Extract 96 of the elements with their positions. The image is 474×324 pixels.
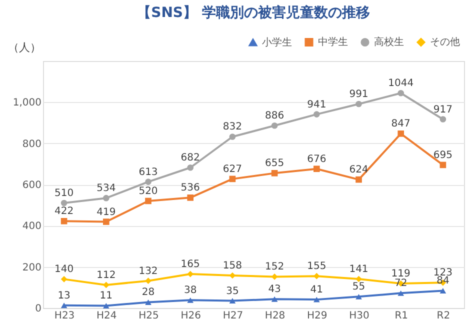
- data-label: 112: [96, 270, 116, 281]
- data-label: 1044: [388, 78, 414, 90]
- x-tick-label: H27: [222, 310, 244, 322]
- point: [313, 166, 320, 172]
- point: [102, 302, 110, 308]
- x-tick-label: R2: [436, 310, 450, 322]
- point: [398, 90, 404, 96]
- point: [145, 300, 152, 305]
- point: [187, 297, 194, 303]
- y-tick-label: 0: [35, 304, 42, 314]
- point: [440, 162, 446, 168]
- y-tick-label: 400: [22, 221, 42, 232]
- point: [229, 134, 236, 140]
- point: [102, 194, 110, 202]
- data-label: 886: [265, 110, 284, 122]
- data-label: 695: [433, 150, 452, 161]
- point: [229, 298, 236, 304]
- data-label: 613: [138, 166, 158, 178]
- point: [187, 164, 194, 171]
- data-label: 43: [268, 284, 281, 296]
- point: [271, 122, 278, 129]
- legend-label: その他: [430, 36, 460, 48]
- point: [356, 276, 362, 282]
- data-label: 158: [222, 260, 242, 272]
- data-label: 655: [265, 158, 284, 170]
- data-label: 991: [349, 89, 368, 100]
- point: [271, 274, 278, 280]
- data-label: 152: [265, 262, 284, 273]
- point: [145, 278, 152, 284]
- data-label: 11: [100, 290, 113, 302]
- point: [229, 176, 236, 182]
- point: [440, 116, 446, 122]
- x-tick-label: H30: [349, 310, 370, 322]
- x-tick-label: H29: [307, 310, 328, 322]
- data-label: 682: [180, 152, 200, 164]
- y-tick-label: 600: [22, 180, 42, 191]
- data-label: 676: [307, 154, 326, 165]
- data-label: 28: [142, 287, 155, 298]
- point: [356, 176, 362, 183]
- point: [313, 111, 320, 118]
- data-label: 140: [54, 264, 74, 276]
- point: [440, 288, 446, 294]
- data-label: 165: [180, 259, 200, 270]
- point: [229, 272, 236, 279]
- point: [102, 218, 110, 225]
- point: [60, 200, 68, 206]
- point: [398, 290, 404, 296]
- data-label: 422: [54, 206, 74, 218]
- data-label: 941: [307, 99, 326, 110]
- y-tick-label: 800: [22, 138, 42, 150]
- point: [60, 302, 68, 308]
- data-label: 41: [310, 284, 324, 296]
- point: [356, 294, 362, 300]
- data-label: 419: [96, 206, 116, 218]
- point: [187, 270, 194, 278]
- point: [398, 130, 404, 137]
- data-label: 55: [352, 282, 366, 293]
- data-label: 917: [433, 104, 452, 116]
- x-tick-label: H25: [138, 310, 159, 322]
- legend-label: 小学生: [262, 36, 292, 48]
- data-label: 132: [138, 266, 158, 277]
- y-tick-label: 1,000: [12, 98, 42, 109]
- data-label: 627: [222, 164, 242, 175]
- point: [145, 178, 152, 185]
- data-label: 155: [307, 261, 326, 272]
- data-label: 847: [391, 118, 410, 130]
- data-label: 13: [58, 290, 70, 302]
- data-label: 534: [96, 183, 116, 194]
- data-label: 119: [391, 268, 410, 280]
- data-label: 141: [349, 264, 368, 275]
- x-tick-label: H26: [180, 310, 201, 322]
- point: [271, 296, 278, 302]
- x-tick-label: H28: [264, 310, 286, 322]
- data-label: 35: [226, 286, 239, 297]
- point: [102, 282, 110, 288]
- point: [271, 170, 278, 176]
- point: [187, 194, 194, 201]
- point: [60, 276, 68, 282]
- data-label: 832: [222, 122, 242, 133]
- data-label: 536: [180, 182, 200, 194]
- legend-label: 高校生: [374, 36, 404, 48]
- x-tick-label: R1: [394, 310, 408, 322]
- point: [313, 296, 320, 302]
- data-label: 510: [54, 188, 74, 200]
- point: [356, 100, 362, 108]
- point: [60, 218, 68, 224]
- x-tick-label: H24: [96, 310, 117, 322]
- data-label: 38: [184, 285, 197, 296]
- legend-label: 中学生: [318, 36, 348, 48]
- chart-title: 【SNS】 学職別の被害児童数の推移: [137, 4, 370, 21]
- y-tick-label: 200: [22, 262, 42, 274]
- y-axis-title: （人）: [8, 41, 41, 54]
- point: [313, 272, 320, 280]
- point: [145, 198, 152, 204]
- x-tick-label: H23: [54, 310, 75, 322]
- data-label: 520: [138, 186, 158, 197]
